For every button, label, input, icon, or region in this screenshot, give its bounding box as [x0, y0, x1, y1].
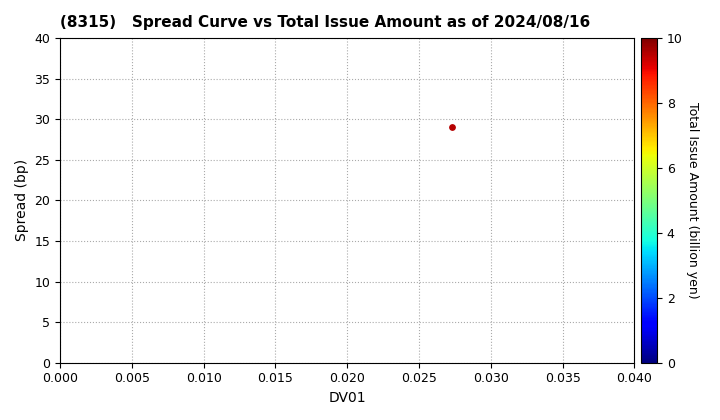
- Point: [446, 124, 458, 131]
- Y-axis label: Spread (bp): Spread (bp): [15, 159, 29, 242]
- Y-axis label: Total Issue Amount (billion yen): Total Issue Amount (billion yen): [686, 102, 699, 299]
- Text: (8315)   Spread Curve vs Total Issue Amount as of 2024/08/16: (8315) Spread Curve vs Total Issue Amoun…: [60, 15, 590, 30]
- X-axis label: DV01: DV01: [328, 391, 366, 405]
